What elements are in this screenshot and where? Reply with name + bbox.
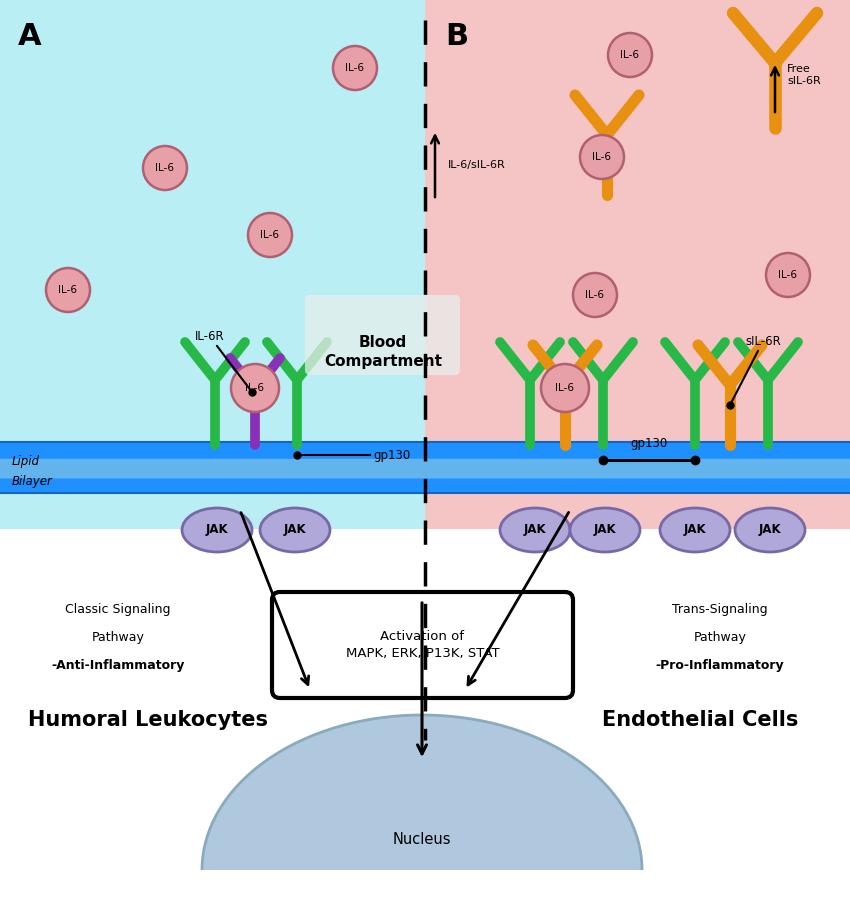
Text: A: A	[18, 22, 42, 51]
Circle shape	[231, 364, 279, 412]
Text: IL-6: IL-6	[260, 230, 280, 240]
Text: Activation of
MAPK, ERK, P13K, STAT: Activation of MAPK, ERK, P13K, STAT	[346, 630, 499, 661]
Text: JAK: JAK	[683, 523, 706, 536]
Circle shape	[608, 33, 652, 77]
FancyBboxPatch shape	[305, 295, 460, 375]
Ellipse shape	[660, 508, 730, 552]
Text: B: B	[445, 22, 468, 51]
Text: gp130: gp130	[373, 448, 411, 461]
Text: Trans-Signaling: Trans-Signaling	[672, 604, 768, 617]
Text: IL-6: IL-6	[556, 383, 575, 393]
Text: Bilayer: Bilayer	[12, 476, 53, 489]
Bar	[0, 0, 425, 530]
Text: JAK: JAK	[593, 523, 616, 536]
Text: -Anti-Inflammatory: -Anti-Inflammatory	[51, 659, 184, 672]
Text: Nucleus: Nucleus	[393, 833, 451, 847]
Circle shape	[573, 273, 617, 317]
Text: IL-6R: IL-6R	[195, 330, 252, 392]
Bar	[425, 0, 850, 530]
Ellipse shape	[735, 508, 805, 552]
Ellipse shape	[202, 715, 642, 915]
Circle shape	[766, 253, 810, 297]
Text: IL-6: IL-6	[620, 50, 639, 60]
FancyBboxPatch shape	[272, 592, 573, 698]
Text: gp130: gp130	[631, 437, 667, 450]
Text: JAK: JAK	[284, 523, 306, 536]
Text: IL-6: IL-6	[156, 163, 174, 173]
Text: Pathway: Pathway	[694, 631, 746, 644]
Text: IL-6: IL-6	[592, 152, 611, 162]
Text: JAK: JAK	[206, 523, 229, 536]
Text: IL-6: IL-6	[779, 270, 797, 280]
Text: Blood
Compartment: Blood Compartment	[324, 335, 442, 369]
Bar	[0, 870, 850, 915]
Text: IL-6/sIL-6R: IL-6/sIL-6R	[448, 160, 506, 170]
Circle shape	[580, 135, 624, 179]
Circle shape	[46, 268, 90, 312]
Circle shape	[143, 146, 187, 190]
FancyBboxPatch shape	[0, 458, 850, 479]
Text: JAK: JAK	[759, 523, 781, 536]
Ellipse shape	[500, 508, 570, 552]
Text: Pathway: Pathway	[92, 631, 144, 644]
Text: Free
sIL-6R: Free sIL-6R	[787, 64, 821, 86]
Ellipse shape	[570, 508, 640, 552]
Text: Lipid: Lipid	[12, 456, 40, 468]
Text: -Pro-Inflammatory: -Pro-Inflammatory	[655, 659, 785, 672]
Circle shape	[248, 213, 292, 257]
FancyBboxPatch shape	[0, 442, 850, 493]
Bar	[0, 529, 850, 915]
Text: sIL-6R: sIL-6R	[730, 335, 781, 405]
Text: IL-6: IL-6	[59, 285, 77, 295]
Text: Classic Signaling: Classic Signaling	[65, 604, 171, 617]
Text: IL-6: IL-6	[246, 383, 264, 393]
Circle shape	[333, 46, 377, 90]
Ellipse shape	[182, 508, 252, 552]
Ellipse shape	[260, 508, 330, 552]
Text: IL-6: IL-6	[586, 290, 604, 300]
Text: JAK: JAK	[524, 523, 547, 536]
Text: Endothelial Cells: Endothelial Cells	[602, 710, 798, 730]
Text: Humoral Leukocytes: Humoral Leukocytes	[28, 710, 268, 730]
Circle shape	[541, 364, 589, 412]
Text: IL-6: IL-6	[345, 63, 365, 73]
